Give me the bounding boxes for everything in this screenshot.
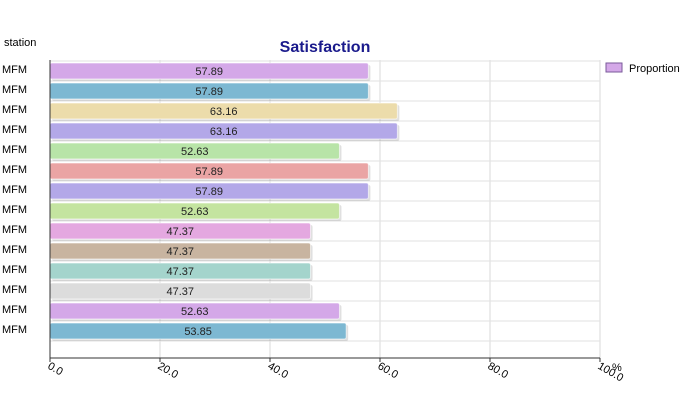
bar-value-label: 57.89 bbox=[195, 86, 223, 98]
bar-value-label: 52.63 bbox=[181, 206, 209, 218]
x-tick-label: 40.0 bbox=[266, 360, 291, 381]
category-label: MFM bbox=[2, 304, 27, 316]
bar-row: 57.89 MFM bbox=[2, 82, 371, 101]
bar-value-label: 53.85 bbox=[184, 326, 212, 338]
bar-value-label: 63.16 bbox=[210, 126, 238, 138]
bar-value-label: 57.89 bbox=[195, 166, 223, 178]
category-label: MFM bbox=[2, 164, 27, 176]
bar-value-label: 47.37 bbox=[167, 286, 195, 298]
category-label: MFM bbox=[2, 224, 27, 236]
bars-group: 57.89 MFM 57.89 MFM 63.16 MFM 63.16 MFM 52.63 MFM… bbox=[2, 62, 400, 341]
bar-value-label: 52.63 bbox=[181, 306, 209, 318]
bar-row: 47.37 MFM bbox=[2, 242, 313, 261]
bar-row: 57.89 MFM bbox=[2, 162, 371, 181]
category-label: MFM bbox=[2, 144, 27, 156]
bar-row: 47.37 MFM bbox=[2, 222, 313, 241]
bar-value-label: 47.37 bbox=[167, 226, 195, 238]
bar-value-label: 57.89 bbox=[195, 66, 223, 78]
bar-row: 57.89 MFM bbox=[2, 62, 371, 81]
x-tick-label: 0.0 bbox=[46, 360, 65, 378]
category-label: MFM bbox=[2, 284, 27, 296]
bar-row: 47.37 MFM bbox=[2, 282, 313, 301]
category-label: MFM bbox=[2, 244, 27, 256]
bar-row: 52.63 MFM bbox=[2, 142, 342, 161]
legend-swatch bbox=[605, 62, 623, 73]
bar-row: 63.16 MFM bbox=[2, 102, 400, 121]
x-tick-label: 60.0 bbox=[376, 360, 401, 381]
bar-row: 53.85 MFM bbox=[2, 322, 349, 341]
legend: Proportion bbox=[605, 62, 680, 75]
category-label: MFM bbox=[2, 64, 27, 76]
grid-lines bbox=[49, 60, 601, 358]
bar-row: 47.37 MFM bbox=[2, 262, 313, 281]
category-label: MFM bbox=[2, 204, 27, 216]
x-axis-unit-label: % bbox=[612, 362, 622, 374]
category-label: MFM bbox=[2, 104, 27, 116]
x-tick-label: 80.0 bbox=[486, 360, 511, 381]
bar-value-label: 47.37 bbox=[167, 266, 195, 278]
y-axis-label: station bbox=[4, 37, 36, 49]
category-label: MFM bbox=[2, 84, 27, 96]
category-label: MFM bbox=[2, 184, 27, 196]
bar-value-label: 47.37 bbox=[167, 246, 195, 258]
chart-title: Satisfaction bbox=[280, 39, 371, 56]
bar-row: 52.63 MFM bbox=[2, 302, 342, 321]
category-label: MFM bbox=[2, 124, 27, 136]
bar-row: 52.63 MFM bbox=[2, 202, 342, 221]
legend-label-proportion: Proportion bbox=[629, 63, 680, 75]
bar-row: 63.16 MFM bbox=[2, 122, 400, 141]
bar-value-label: 52.63 bbox=[181, 146, 209, 158]
x-tick-label: 20.0 bbox=[156, 360, 181, 381]
category-label: MFM bbox=[2, 324, 27, 336]
bar-row: 57.89 MFM bbox=[2, 182, 371, 201]
bar-value-label: 63.16 bbox=[210, 106, 238, 118]
bar-value-label: 57.89 bbox=[195, 186, 223, 198]
category-label: MFM bbox=[2, 264, 27, 276]
